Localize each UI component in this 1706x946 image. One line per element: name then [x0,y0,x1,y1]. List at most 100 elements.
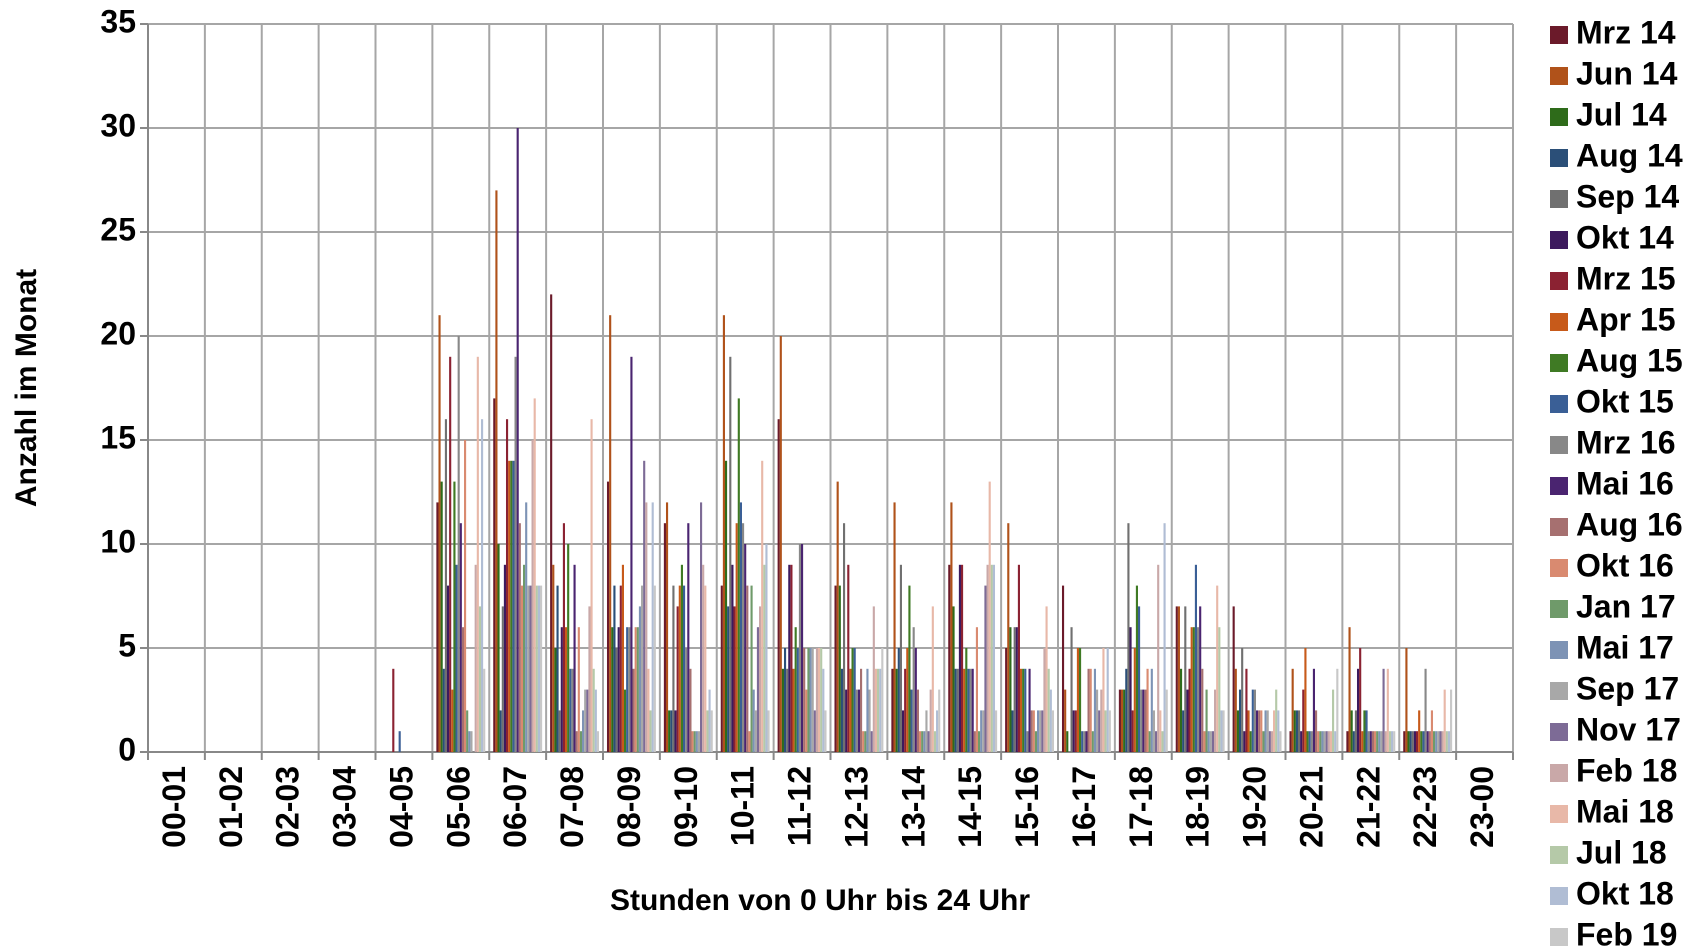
bar [1403,731,1406,752]
bar [916,689,920,752]
legend-swatch [1550,887,1568,905]
bar [1428,731,1431,752]
bar [849,668,852,752]
bar [1426,731,1429,752]
bar [912,627,915,752]
bar [1192,627,1195,752]
bar [1260,710,1263,752]
bar [1367,731,1370,752]
bar [936,710,939,752]
bar [1382,668,1385,752]
bar [1258,710,1261,752]
bar [1081,731,1084,752]
bar [678,585,681,752]
x-tick-label: 02-03 [270,766,306,848]
bar [1125,668,1128,752]
x-tick-label: 20-21 [1293,766,1329,848]
legend-swatch [1550,395,1568,413]
legend-label: Nov 17 [1576,711,1681,747]
bar [779,336,782,752]
bar [1091,731,1094,752]
x-tick-label: 11-12 [782,766,818,846]
bar [790,564,793,752]
bar [807,648,810,752]
bar [1374,731,1377,752]
legend-label: Jul 18 [1576,834,1667,870]
bar [623,689,627,752]
bar [788,564,791,752]
bar [1234,668,1237,752]
bar [857,689,861,752]
bar [739,502,742,752]
bar [1076,648,1079,752]
bar [1144,689,1147,752]
bar [737,398,740,752]
y-tick-label: 5 [118,627,136,663]
bar [1072,710,1075,752]
bar [973,731,976,752]
bar [499,710,502,752]
bar [392,668,395,752]
bar [958,564,961,752]
legend-swatch [1550,67,1568,85]
bar [700,502,703,752]
bar [855,689,858,752]
bar [474,564,477,752]
bar [1312,668,1316,752]
bar [729,356,732,752]
bar [921,731,924,752]
bar [1118,689,1121,752]
bar [641,585,644,752]
bar [562,523,565,752]
bar [1329,731,1333,752]
bar [741,523,745,752]
bar [805,689,808,752]
bar [1386,668,1389,752]
bar [1009,627,1012,752]
bar [720,585,723,752]
bar [925,710,928,752]
bar [617,627,620,752]
bar [466,710,469,752]
bar [1165,689,1168,752]
bar [1032,710,1035,752]
bar [451,689,454,752]
bar [1241,648,1244,752]
bar [733,606,736,752]
legend-label: Jun 14 [1576,55,1678,91]
bar [1186,689,1189,752]
bar [1024,668,1027,752]
bar [919,731,922,752]
bar [1152,710,1156,752]
bar [1325,731,1328,752]
bar [984,585,987,752]
bar [527,585,530,752]
bar [529,585,532,752]
bar [1275,689,1278,752]
y-tick-label: 10 [100,523,136,559]
bar [1336,668,1339,752]
bar [558,710,561,752]
bar [537,585,541,752]
bar [613,585,616,752]
bar [1135,585,1138,752]
bar [497,544,500,752]
x-tick-label: 00-01 [156,766,192,848]
bar [1321,731,1324,752]
bar [685,648,688,752]
bar [988,481,991,752]
bar [761,460,764,752]
bar [750,585,753,752]
bar [621,564,624,752]
bar [1371,731,1375,752]
bar [592,668,595,752]
bar [523,564,526,752]
y-tick-label: 35 [100,3,136,39]
bar [582,710,585,752]
bar [1450,689,1453,752]
bar [1279,731,1282,752]
bar [1327,731,1330,752]
bar [1376,731,1379,752]
bar [708,689,711,752]
bar [1022,668,1025,752]
